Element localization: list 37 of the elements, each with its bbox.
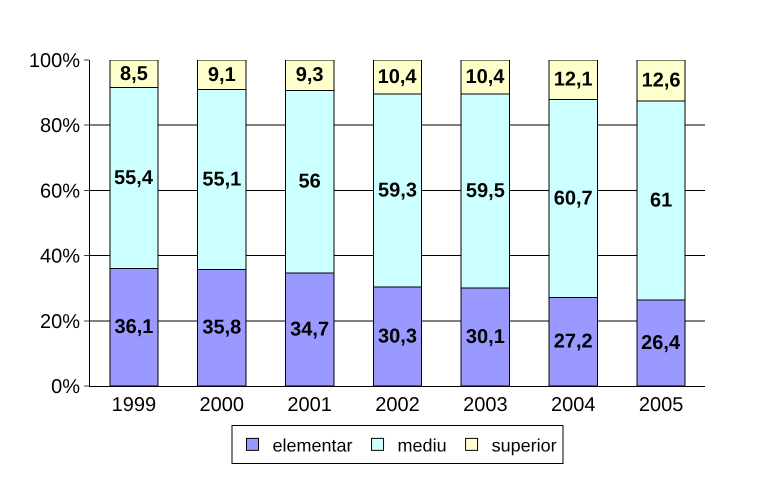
y-tick-label: 0% [51,376,80,398]
data-label: 8,5 [120,62,148,85]
data-label: 10,4 [378,66,418,88]
y-tick-label: 100% [28,50,80,72]
data-label: 56 [298,170,321,193]
data-label: 35,8 [202,316,242,339]
data-label: 10,4 [465,66,506,88]
data-label: 30,3 [378,326,417,348]
data-label: 59,5 [466,180,505,202]
legend-label: elementar [272,435,353,456]
data-label: 60,7 [554,187,593,210]
y-tick-label: 60% [40,180,80,202]
legend-label: mediu [398,435,447,456]
data-label: 59,3 [378,180,417,202]
data-label: 9,1 [208,64,236,86]
x-tick-label: 2000 [200,394,244,416]
x-tick-label: 1999 [112,394,156,416]
data-label: 12,1 [554,68,593,91]
x-tick-label: 2002 [375,394,420,416]
data-label: 12,6 [642,70,681,92]
data-label: 55,1 [202,168,242,190]
data-label: 36,1 [114,316,154,338]
data-label: 55,4 [114,167,154,190]
data-label: 30,1 [466,326,505,348]
data-label: 27,2 [554,330,593,353]
y-tick-label: 40% [40,246,80,268]
data-label: 34,7 [290,318,330,340]
x-tick-label: 2003 [463,394,508,416]
x-tick-label: 2004 [550,394,596,416]
y-tick-label: 80% [40,115,80,138]
legend-label: superior [492,435,557,456]
y-tick-label: 20% [40,310,80,333]
x-tick-label: 2005 [638,394,684,416]
data-label: 61 [650,190,672,212]
data-label: 26,4 [641,332,681,354]
data-label: 9,3 [296,64,324,86]
x-tick-label: 2001 [287,394,332,416]
